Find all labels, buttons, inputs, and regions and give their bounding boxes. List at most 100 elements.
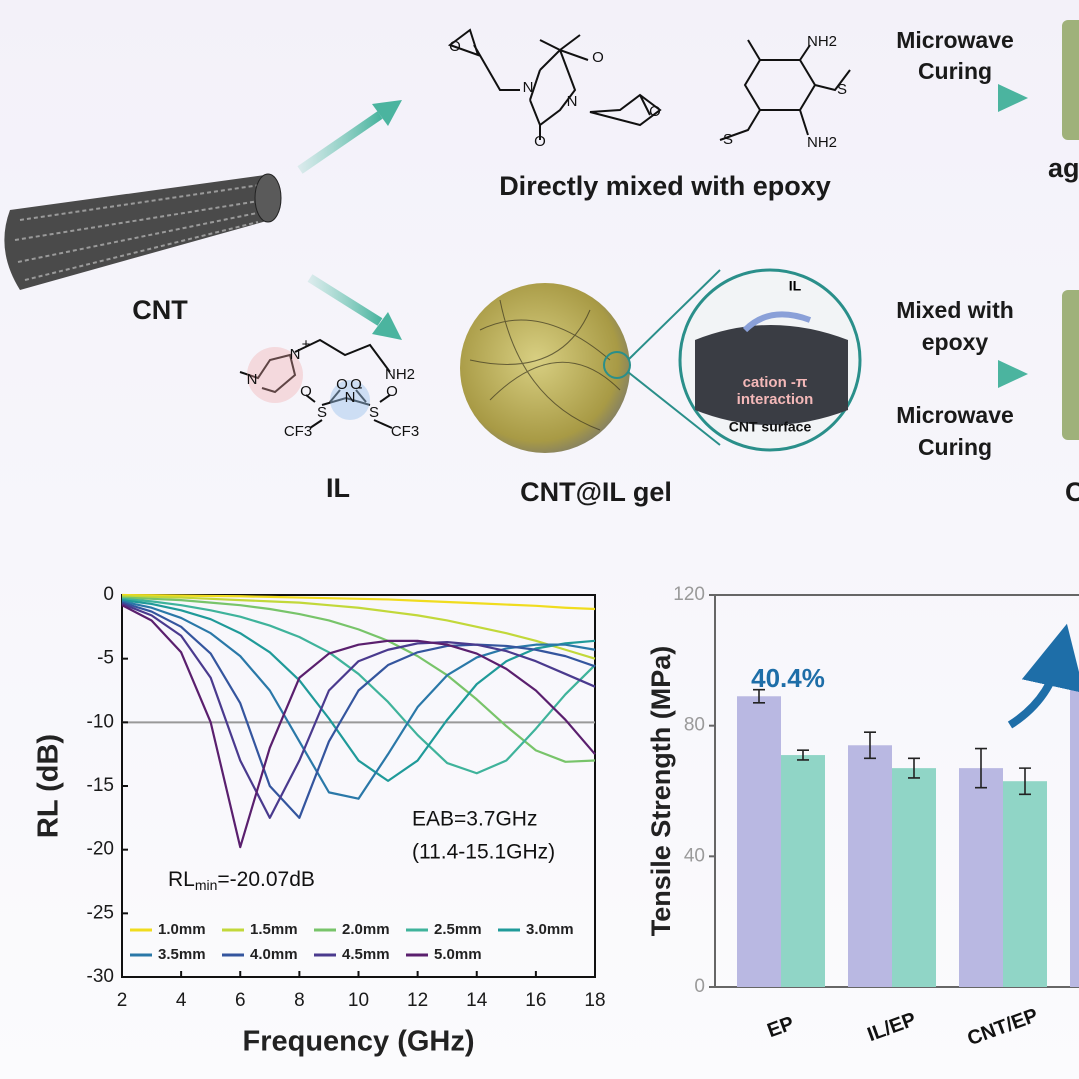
error-bar [797, 749, 809, 761]
legend-label: 2.0mm [342, 921, 390, 938]
y-tick-label: 0 [694, 976, 705, 997]
x-tick-label: 8 [294, 990, 305, 1011]
bar [848, 745, 892, 987]
atom-label: NH2 [807, 33, 837, 50]
atom-label: O [350, 376, 362, 393]
atom-label: N [523, 79, 534, 96]
error-bar [864, 731, 876, 760]
legend-label: 4.5mm [342, 946, 390, 963]
atom-label: N [290, 346, 301, 363]
legend-label: 3.5mm [158, 946, 206, 963]
rlmin-part: RL [168, 868, 195, 891]
growth-arrow [1007, 623, 1079, 729]
step-label: Curing [918, 58, 992, 84]
atom-label: N [567, 93, 578, 110]
rlmin-label: RLmin=-20.07dB [168, 868, 315, 893]
step-label: Microwave [896, 27, 1014, 53]
y-tick-label: -20 [87, 839, 114, 860]
arrow-head [372, 312, 402, 340]
y-tick-label: -30 [87, 966, 114, 987]
atom-label: CF3 [391, 423, 419, 440]
x-tick-label: 14 [466, 990, 488, 1011]
x-tick-label: 6 [235, 990, 246, 1011]
y-tick-label: -10 [87, 711, 114, 732]
x-tick-label: 16 [525, 990, 546, 1011]
zoom-label: CNT surface [729, 419, 812, 435]
curve [121, 599, 596, 783]
atom-label: O [300, 383, 312, 400]
annotation: EAB=3.7GHz [412, 808, 537, 831]
product-label: ag [1048, 153, 1079, 183]
atom-label: O [534, 133, 546, 150]
sample [1062, 290, 1079, 440]
error-bar [908, 757, 920, 779]
y-axis-label: RL (dB) [33, 734, 65, 838]
cnt-tube [4, 173, 282, 290]
y-tick-label: 120 [673, 584, 705, 605]
atom-label: + [302, 336, 311, 353]
y-tick-label: 40 [684, 845, 705, 866]
curve [121, 596, 596, 763]
atom-label: NH2 [807, 134, 837, 151]
bar [737, 696, 781, 987]
atom-label: CF3 [284, 423, 312, 440]
curve [121, 604, 596, 849]
atom-label: O [336, 376, 348, 393]
y-tick-label: -5 [97, 648, 114, 669]
cnt-surface [695, 325, 848, 425]
y-tick-label: -25 [87, 902, 114, 923]
atom-label: S [369, 404, 379, 421]
arrow [307, 274, 383, 326]
curve [121, 601, 596, 819]
x-tick-label: 10 [348, 990, 369, 1011]
arrow-head [998, 360, 1028, 388]
arrow-head [998, 84, 1028, 112]
zoom-label: interaction [737, 391, 814, 408]
bar [1003, 781, 1047, 987]
annotation: (11.4-15.1GHz) [412, 841, 555, 864]
bar [1070, 676, 1079, 987]
route-label: Directly mixed with epoxy [499, 171, 831, 201]
rlmin-part: =-20.07dB [217, 868, 315, 891]
atom-label: - [358, 379, 363, 396]
legend-label: 3.0mm [526, 921, 574, 938]
annotation: 40.4% [751, 663, 825, 693]
zoom-label: IL [789, 278, 802, 294]
atom-label: O [449, 38, 461, 55]
step-label: epoxy [922, 329, 989, 355]
x-tick-label: 18 [584, 990, 605, 1011]
y-tick-label: 0 [103, 584, 114, 605]
legend-label: 2.5mm [434, 921, 482, 938]
error-bar [1019, 767, 1031, 796]
il-molecule [742, 311, 812, 333]
y-axis-label: Tensile Strength (MPa) [646, 646, 676, 937]
atom-label: O [386, 383, 398, 400]
product-label: C [1065, 477, 1079, 507]
legend-label: 4.0mm [250, 946, 298, 963]
x-axis-label: Frequency (GHz) [242, 1026, 474, 1058]
bar [959, 768, 1003, 987]
legend-label: 1.5mm [250, 921, 298, 938]
sample [1062, 20, 1079, 140]
atom-label: S [837, 81, 847, 98]
cnt-label: CNT [132, 295, 188, 325]
curve [121, 593, 596, 611]
error-bar [975, 747, 987, 789]
atom-label: S [317, 404, 327, 421]
step-label: Mixed with [896, 297, 1014, 323]
gel-label: CNT@IL gel [520, 477, 672, 507]
arrow-head [372, 100, 402, 126]
atom-label: N [345, 389, 356, 406]
gel [460, 283, 630, 453]
x-tick-label: 4 [176, 990, 187, 1011]
error-bar [753, 688, 765, 704]
molecule [239, 28, 851, 429]
atom-label: NH2 [385, 366, 415, 383]
rlmin-part: min [195, 877, 218, 893]
atom-label: O [649, 103, 661, 120]
legend-label: 5.0mm [434, 946, 482, 963]
atom-label: S [723, 131, 733, 148]
bar [781, 755, 825, 987]
il-label: IL [326, 473, 350, 503]
